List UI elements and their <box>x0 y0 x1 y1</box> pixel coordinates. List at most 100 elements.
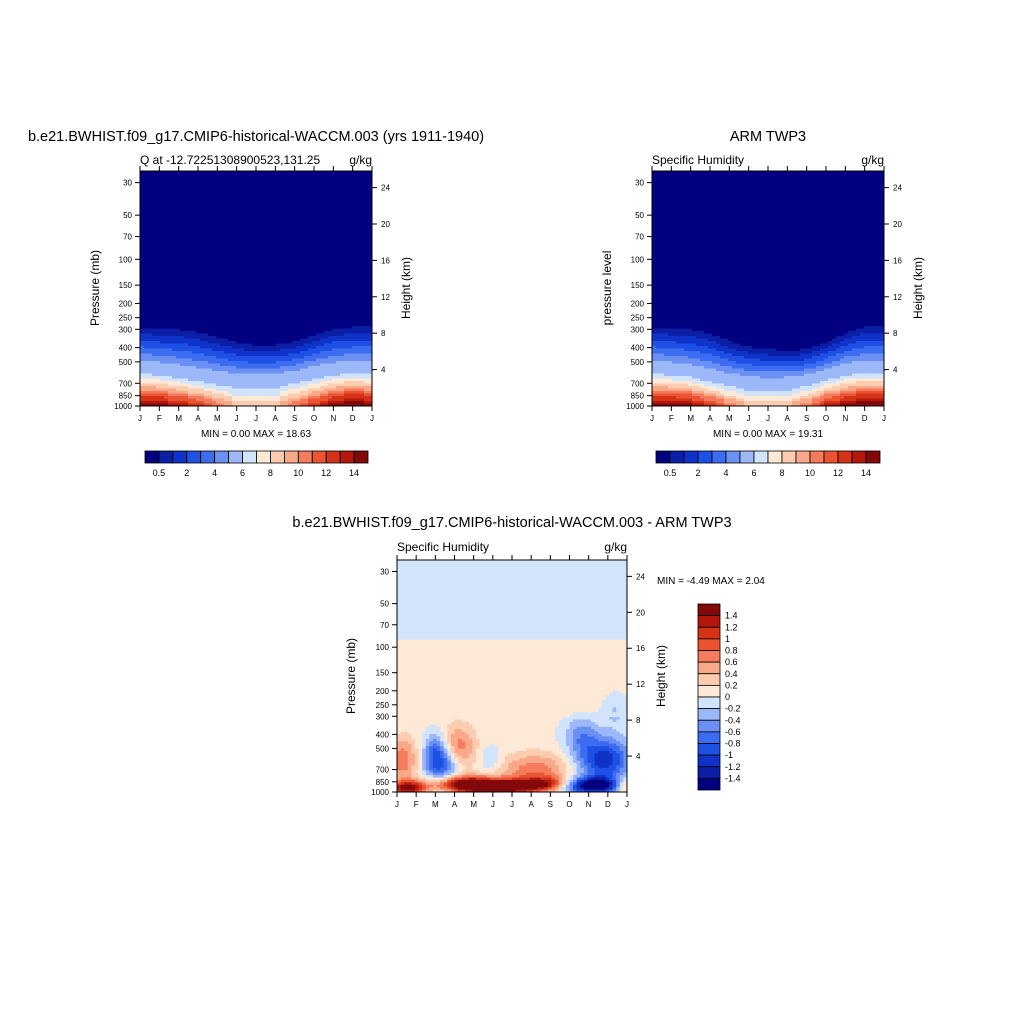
field-cell <box>344 243 349 247</box>
field-cell <box>256 403 261 406</box>
field-cell <box>252 251 257 255</box>
field-cell <box>328 388 333 392</box>
field-cell <box>260 256 265 260</box>
field-cell <box>152 283 157 287</box>
field-cell <box>320 238 325 242</box>
field-cell <box>244 308 249 312</box>
field-cell <box>288 318 293 322</box>
field-cell <box>276 213 281 217</box>
field-cell <box>276 248 281 252</box>
field-cell <box>148 246 153 250</box>
field-cell <box>204 396 209 400</box>
field-cell <box>248 271 253 275</box>
field-cell <box>168 386 173 390</box>
field-cell <box>332 373 337 377</box>
field-cell <box>324 318 329 322</box>
field-cell <box>176 373 181 377</box>
field-cell <box>152 391 157 395</box>
field-cell <box>280 373 285 377</box>
field-cell <box>148 208 153 212</box>
field-cell <box>208 323 213 327</box>
field-cell <box>164 308 169 312</box>
field-cell <box>220 298 225 302</box>
field-cell <box>188 333 193 337</box>
field-cell <box>308 391 313 395</box>
field-cell <box>232 243 237 247</box>
field-cell <box>244 173 249 177</box>
field-cell <box>336 396 341 400</box>
field-cell <box>284 391 289 395</box>
field-cell <box>224 236 229 240</box>
field-cell <box>204 356 209 360</box>
field-cell <box>160 253 165 257</box>
field-cell <box>340 218 345 222</box>
panel-left-label: Q at -12.72251308900523,131.25 <box>140 153 320 167</box>
field-cell <box>340 203 345 207</box>
field-cell <box>240 198 245 202</box>
field-cell <box>288 331 293 335</box>
field-cell <box>192 181 197 185</box>
field-cell <box>216 206 221 210</box>
field-cell <box>196 391 201 395</box>
field-cell <box>176 396 181 400</box>
field-cell <box>300 246 305 250</box>
field-cell <box>252 323 257 327</box>
field-cell <box>292 273 297 277</box>
field-cell <box>168 293 173 297</box>
field-cell <box>252 293 257 297</box>
field-cell <box>256 268 261 272</box>
field-cell <box>348 326 353 330</box>
field-cell <box>284 206 289 210</box>
field-cell <box>268 393 273 397</box>
field-cell <box>272 391 277 395</box>
field-cell <box>340 358 345 362</box>
field-cell <box>248 333 253 337</box>
field-cell <box>340 261 345 265</box>
field-cell <box>252 358 257 362</box>
field-cell <box>204 191 209 195</box>
field-cell <box>284 308 289 312</box>
field-cell <box>168 276 173 280</box>
field-cell <box>252 306 257 310</box>
field-cell <box>228 181 233 185</box>
field-cell <box>236 243 241 247</box>
field-cell <box>168 198 173 202</box>
field-cell <box>148 273 153 277</box>
field-cell <box>332 366 337 370</box>
field-cell <box>228 336 233 340</box>
field-cell <box>320 398 325 402</box>
field-cell <box>248 211 253 215</box>
field-cell <box>244 328 249 332</box>
field-cell <box>156 298 161 302</box>
field-cell <box>320 321 325 325</box>
field-cell <box>188 211 193 215</box>
field-cell <box>216 308 221 312</box>
field-cell <box>216 256 221 260</box>
field-cell <box>348 313 353 317</box>
field-cell <box>276 271 281 275</box>
field-cell <box>144 358 149 362</box>
field-cell <box>144 326 149 330</box>
field-cell <box>220 171 225 175</box>
field-cell <box>276 343 281 347</box>
field-cell <box>340 271 345 275</box>
field-cell <box>276 318 281 322</box>
field-cell <box>296 231 301 235</box>
field-cell <box>252 388 257 392</box>
field-cell <box>332 358 337 362</box>
field-cell <box>256 316 261 320</box>
field-cell <box>316 228 321 232</box>
field-cell <box>312 256 317 260</box>
field-cell <box>300 226 305 230</box>
field-cell <box>228 333 233 337</box>
field-cell <box>200 176 205 180</box>
field-cell <box>232 366 237 370</box>
field-cell <box>144 213 149 217</box>
field-cell <box>300 201 305 205</box>
field-cell <box>232 261 237 265</box>
field-cell <box>216 261 221 265</box>
field-cell <box>152 246 157 250</box>
field-cell <box>164 301 169 305</box>
field-cell <box>304 208 309 212</box>
field-cell <box>196 291 201 295</box>
